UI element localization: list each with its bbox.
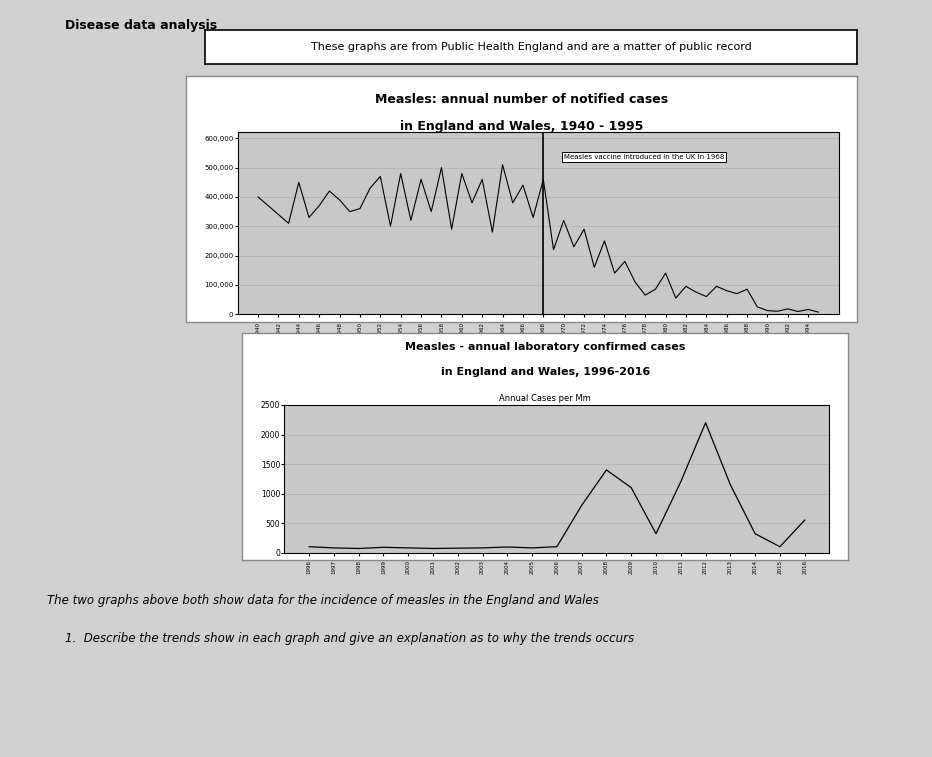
- Text: 1.  Describe the trends show in each graph and give an explanation as to why the: 1. Describe the trends show in each grap…: [65, 632, 635, 645]
- Text: Measles - annual laboratory confirmed cases: Measles - annual laboratory confirmed ca…: [405, 342, 685, 352]
- Text: Disease data analysis: Disease data analysis: [65, 19, 217, 32]
- Text: in England and Wales, 1996-2016: in England and Wales, 1996-2016: [441, 367, 650, 377]
- Text: Measles: annual number of notified cases: Measles: annual number of notified cases: [376, 93, 668, 106]
- Text: Measles vaccine introduced in the UK in 1968: Measles vaccine introduced in the UK in …: [564, 154, 724, 160]
- Text: These graphs are from Public Health England and are a matter of public record: These graphs are from Public Health Engl…: [311, 42, 751, 52]
- Text: Annual Cases per Mm: Annual Cases per Mm: [500, 394, 591, 403]
- Text: The two graphs above both show data for the incidence of measles in the England : The two graphs above both show data for …: [47, 594, 598, 607]
- Text: in England and Wales, 1940 - 1995: in England and Wales, 1940 - 1995: [400, 120, 644, 133]
